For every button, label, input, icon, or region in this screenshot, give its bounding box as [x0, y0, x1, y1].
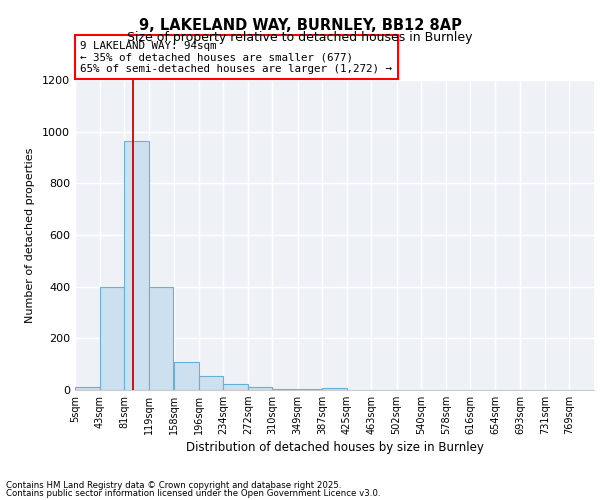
- Bar: [174, 362, 199, 390]
- Bar: [100, 286, 124, 390]
- Bar: [124, 140, 149, 390]
- Bar: [149, 286, 173, 390]
- Bar: [322, 388, 347, 390]
- Text: 9 LAKELAND WAY: 94sqm
← 35% of detached houses are smaller (677)
65% of semi-det: 9 LAKELAND WAY: 94sqm ← 35% of detached …: [80, 40, 392, 74]
- Text: Contains public sector information licensed under the Open Government Licence v3: Contains public sector information licen…: [6, 489, 380, 498]
- X-axis label: Distribution of detached houses by size in Burnley: Distribution of detached houses by size …: [185, 442, 484, 454]
- Bar: [223, 384, 248, 390]
- Bar: [272, 388, 297, 390]
- Bar: [199, 376, 223, 390]
- Y-axis label: Number of detached properties: Number of detached properties: [25, 148, 35, 322]
- Bar: [248, 388, 272, 390]
- Bar: [75, 388, 100, 390]
- Text: Size of property relative to detached houses in Burnley: Size of property relative to detached ho…: [127, 31, 473, 44]
- Text: Contains HM Land Registry data © Crown copyright and database right 2025.: Contains HM Land Registry data © Crown c…: [6, 480, 341, 490]
- Text: 9, LAKELAND WAY, BURNLEY, BB12 8AP: 9, LAKELAND WAY, BURNLEY, BB12 8AP: [139, 18, 461, 32]
